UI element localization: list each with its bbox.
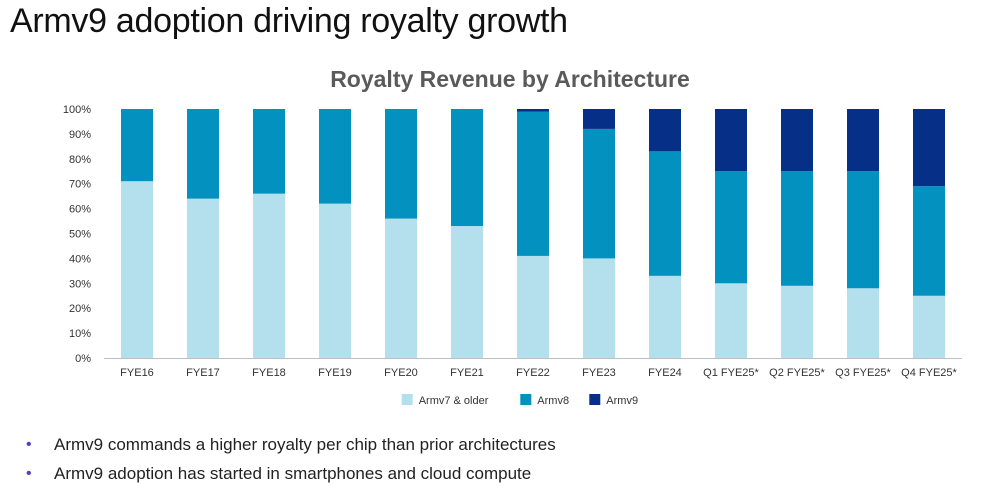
legend-swatch [401,394,413,405]
legend-label: Armv9 [606,395,638,407]
bar-segment [847,171,879,289]
bar-segment [121,109,153,182]
y-tick-label: 30% [69,278,91,290]
bar-segment [715,283,747,358]
bar-segment [583,258,615,358]
x-tick-label: FYE17 [186,367,220,379]
bar-segment [715,171,747,284]
x-tick-label: FYE23 [582,367,616,379]
bar-segment [319,109,351,204]
y-tick-label: 50% [69,229,91,241]
bar-segment [187,109,219,199]
bar-segment [187,198,219,358]
bar-segment [913,109,945,187]
bar-segment [781,285,813,358]
bullet-text: Armv9 commands a higher royalty per chip… [54,435,556,454]
y-tick-label: 10% [69,328,91,340]
x-tick-label: FYE16 [120,367,154,379]
bullet-list: • Armv9 commands a higher royalty per ch… [26,432,556,490]
bar-segment [847,288,879,358]
bar-segment [913,295,945,358]
slide-title: Armv9 adoption driving royalty growth [10,2,568,40]
x-tick-label: FYE24 [648,367,682,379]
stacked-bar-chart: 0% 10% 20% 30% 40% 50% 60% 70% 80% 90% 100% FYE16 FY… [63,104,962,407]
y-tick-label: 60% [69,204,91,216]
y-tick-label: 40% [69,253,91,265]
y-tick-label: 100% [63,104,91,116]
x-tick-label: Q3 FYE25* [835,367,891,379]
x-tick-label: Q1 FYE25* [703,367,759,379]
bar-segment [847,109,879,172]
y-tick-label: 70% [69,179,91,191]
y-tick-label: 90% [69,129,91,141]
bar-segment [781,109,813,172]
x-tick-label: Q2 FYE25* [769,367,825,379]
x-tick-label: FYE21 [450,367,484,379]
x-tick-label: FYE19 [318,367,352,379]
bar-segment [319,203,351,358]
bar-segment [385,109,417,219]
x-tick-label: FYE20 [384,367,418,379]
bar-segment [451,226,483,358]
bar-segment [583,128,615,259]
bullet-item: • Armv9 adoption has started in smartpho… [26,461,556,490]
legend-label: Armv8 [537,395,569,407]
x-tick-label: Q4 FYE25* [901,367,957,379]
bar-segment [715,109,747,172]
bar-segment [649,109,681,152]
bar-segment [517,109,549,112]
y-tick-label: 20% [69,303,91,315]
bar-segment [451,109,483,227]
bar-segment [583,109,615,129]
bullet-text: Armv9 adoption has started in smartphone… [54,464,532,483]
bullet-dot-icon: • [26,465,32,482]
bar-segment [253,193,285,358]
y-tick-label: 80% [69,154,91,166]
bullet-item: • Armv9 commands a higher royalty per ch… [26,432,556,461]
bar-segment [121,181,153,358]
chart-title: Royalty Revenue by Architecture [330,66,690,92]
bar-segment [649,151,681,276]
legend-swatch [589,394,601,405]
legend-swatch [520,394,532,405]
x-tick-label: FYE22 [516,367,550,379]
x-tick-label: FYE18 [252,367,286,379]
bar-segment [913,186,945,296]
bar-segment [649,275,681,358]
legend-label: Armv7 & older [419,395,489,407]
bar-segment [517,255,549,358]
y-tick-label: 0% [75,353,91,365]
bullet-dot-icon: • [26,436,32,453]
bar-segment [781,171,813,286]
bar-segment [385,218,417,358]
bar-segment [253,109,285,194]
bar-segment [517,111,549,256]
